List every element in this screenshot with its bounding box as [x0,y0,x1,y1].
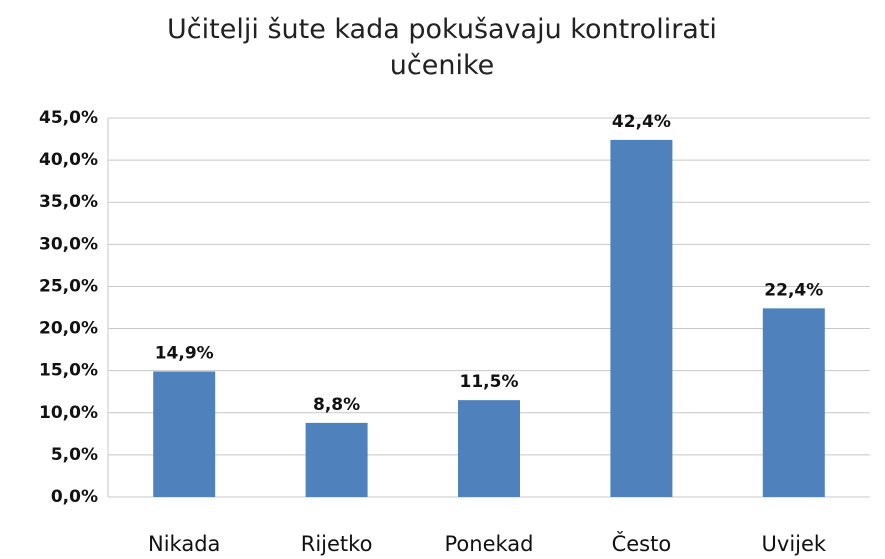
y-tick-label: 25,0% [39,276,98,296]
y-tick-label: 10,0% [39,403,98,423]
y-tick-label: 0,0% [51,487,98,507]
data-label: 42,4% [612,112,671,132]
x-tick-label: Rijetko [301,532,373,556]
y-tick-label: 5,0% [51,445,98,465]
bar [305,422,368,497]
data-label: 8,8% [313,395,360,415]
data-label: 14,9% [155,344,214,364]
y-tick-label: 40,0% [39,150,98,170]
x-tick-label: Uvijek [762,532,827,556]
y-tick-label: 20,0% [39,319,98,339]
chart-title: Učitelji šute kada pokušavaju kontrolira… [167,14,717,81]
y-tick-label: 30,0% [39,234,98,254]
x-tick-label: Često [612,531,672,556]
bar [762,308,825,497]
y-tick-label: 35,0% [39,192,98,212]
x-tick-label: Nikada [148,532,220,556]
bar [610,139,673,498]
bar [458,400,520,497]
y-tick-label: 45,0% [39,108,98,128]
bar [153,371,216,497]
data-label: 11,5% [460,372,519,392]
x-tick-label: Ponekad [445,532,534,556]
data-label: 22,4% [764,280,823,300]
y-tick-label: 15,0% [39,361,98,381]
